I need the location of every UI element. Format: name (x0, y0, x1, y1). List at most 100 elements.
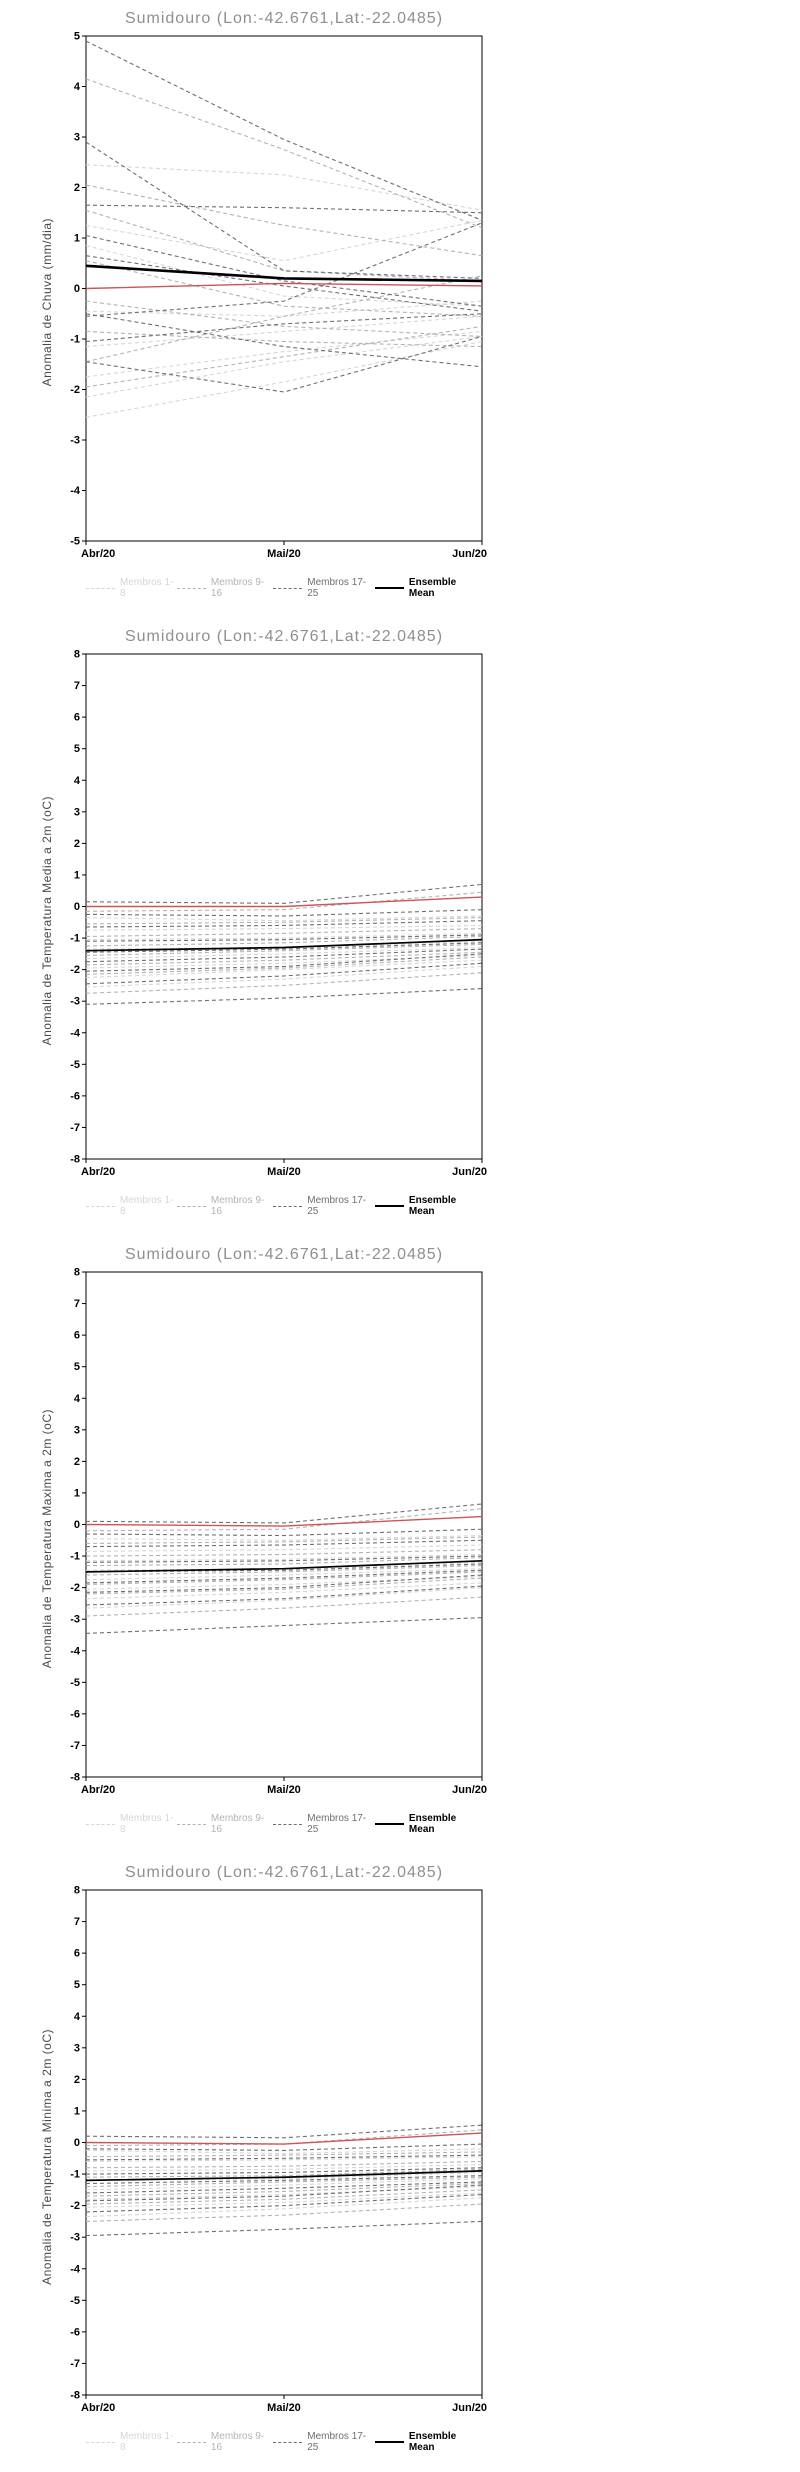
legend-item: Membros 1-8 (86, 2431, 177, 2453)
dashed-line-sample-icon (176, 1205, 206, 1207)
svg-text:1: 1 (74, 233, 80, 245)
y-axis-label: Anomalia de Temperatura Maxima a 2m (oC) (40, 1408, 54, 1669)
dashed-line-sample-icon (273, 1205, 303, 1207)
legend-label: Ensemble Mean (408, 1813, 457, 1835)
legend-item: Membros 17-25 (273, 577, 375, 599)
svg-text:0: 0 (74, 283, 80, 295)
legend-item: Membros 9-16 (176, 1813, 273, 1835)
legend-item: Membros 1-8 (86, 1813, 177, 1835)
svg-text:-3: -3 (70, 2232, 80, 2244)
svg-text:7: 7 (74, 680, 80, 692)
svg-text:-1: -1 (70, 2169, 80, 2181)
svg-text:8: 8 (74, 649, 80, 661)
svg-text:-2: -2 (70, 384, 80, 396)
solid-line-sample-icon (374, 587, 404, 589)
svg-text:Jun/20: Jun/20 (452, 2402, 487, 2414)
svg-text:2: 2 (74, 1456, 80, 1468)
svg-text:2: 2 (74, 2074, 80, 2086)
svg-text:-4: -4 (70, 2263, 81, 2275)
legend-item: Membros 17-25 (273, 2431, 375, 2453)
plot-canvas-temp-media: -8 -7 -6 -5 -4 -3 -2 -1 0 1 2 3 4 5 6 7 8 Abr/20 Mai/20 Jun… (70, 649, 487, 1179)
chart-block-precipitation: Sumidouro (Lon:-42.6761,Lat:-22.0485) An… (0, 0, 800, 618)
svg-text:0: 0 (74, 1519, 80, 1531)
svg-text:-7: -7 (70, 2358, 80, 2370)
plot-canvas-temp-maxima: -8 -7 -6 -5 -4 -3 -2 -1 0 1 2 3 4 5 6 7 8 Abr/20 Mai/20 Jun… (70, 1267, 487, 1797)
svg-text:-4: -4 (70, 1645, 81, 1657)
svg-text:-2: -2 (70, 2200, 80, 2212)
y-axis-label: Anomalia de Temperatura Minima a 2m (oC) (40, 2028, 54, 2285)
svg-text:6: 6 (74, 1330, 80, 1342)
y-axis-label-wrap: Anomalia de Temperatura Minima a 2m (oC) (34, 1884, 60, 2429)
legend-item: Ensemble Mean (374, 1195, 482, 1217)
svg-text:-6: -6 (70, 1090, 80, 1102)
svg-text:1: 1 (74, 2105, 80, 2117)
plot-row: Anomalia de Temperatura Media a 2m (oC) … (34, 648, 800, 1193)
svg-text:7: 7 (74, 1298, 80, 1310)
legend-label: Membros 17-25 (307, 1813, 367, 1835)
svg-text:-2: -2 (70, 1582, 80, 1594)
svg-text:1: 1 (74, 1487, 80, 1499)
legend: Membros 1-8 Membros 9-16 Membros 17-25 E… (86, 1813, 482, 1835)
legend-label: Membros 17-25 (307, 2431, 367, 2453)
legend-label: Membros 17-25 (307, 577, 367, 599)
legend-label: Membros 9-16 (210, 1813, 265, 1835)
svg-text:Jun/20: Jun/20 (452, 1166, 487, 1178)
dashed-line-sample-icon (176, 2441, 206, 2443)
legend-label: Membros 9-16 (210, 577, 265, 599)
svg-text:Abr/20: Abr/20 (81, 548, 115, 560)
legend-label: Membros 1-8 (120, 1813, 174, 1835)
svg-text:-1: -1 (70, 933, 80, 945)
svg-text:0: 0 (74, 2137, 80, 2149)
dashed-line-sample-icon (86, 1205, 115, 1207)
svg-text:6: 6 (74, 1948, 80, 1960)
legend-item: Ensemble Mean (374, 577, 482, 599)
svg-text:8: 8 (74, 1885, 80, 1897)
svg-text:Abr/20: Abr/20 (81, 1784, 115, 1796)
solid-line-sample-icon (374, 1823, 404, 1825)
svg-text:Jun/20: Jun/20 (452, 1784, 487, 1796)
solid-line-sample-icon (374, 1205, 404, 1207)
legend-label: Ensemble Mean (408, 2431, 457, 2453)
svg-text:-5: -5 (70, 1677, 80, 1689)
svg-text:Mai/20: Mai/20 (267, 1166, 301, 1178)
svg-text:-5: -5 (70, 1059, 80, 1071)
dashed-line-sample-icon (176, 587, 206, 589)
svg-text:-3: -3 (70, 1614, 80, 1626)
legend-item: Membros 9-16 (176, 2431, 273, 2453)
svg-text:3: 3 (74, 132, 80, 144)
dashed-line-sample-icon (273, 587, 303, 589)
svg-text:Mai/20: Mai/20 (267, 548, 301, 560)
svg-text:3: 3 (74, 2042, 80, 2054)
svg-text:4: 4 (74, 2011, 81, 2023)
svg-text:Jun/20: Jun/20 (452, 548, 487, 560)
svg-text:-8: -8 (70, 2390, 80, 2402)
legend-item: Ensemble Mean (374, 2431, 482, 2453)
svg-text:Abr/20: Abr/20 (81, 1166, 115, 1178)
chart-title: Sumidouro (Lon:-42.6761,Lat:-22.0485) (124, 1864, 444, 1881)
legend-label: Ensemble Mean (408, 577, 457, 599)
legend: Membros 1-8 Membros 9-16 Membros 17-25 E… (86, 1195, 482, 1217)
svg-text:Mai/20: Mai/20 (267, 2402, 301, 2414)
legend-item: Membros 1-8 (86, 1195, 177, 1217)
y-axis-label-wrap: Anomalia de Temperatura Maxima a 2m (oC) (34, 1266, 60, 1811)
svg-text:4: 4 (74, 775, 81, 787)
y-axis-label-wrap: Anomalia de Temperatura Media a 2m (oC) (34, 648, 60, 1193)
svg-text:1: 1 (74, 869, 80, 881)
dashed-line-sample-icon (86, 1823, 115, 1825)
svg-text:-1: -1 (70, 334, 80, 346)
svg-text:5: 5 (74, 743, 80, 755)
dashed-line-sample-icon (86, 2441, 115, 2443)
svg-text:-7: -7 (70, 1122, 80, 1134)
svg-text:8: 8 (74, 1267, 80, 1279)
svg-text:-6: -6 (70, 2326, 80, 2338)
svg-text:6: 6 (74, 712, 80, 724)
chart-title: Sumidouro (Lon:-42.6761,Lat:-22.0485) (124, 10, 444, 27)
y-axis-label: Anomalia de Temperatura Media a 2m (oC) (40, 795, 54, 1046)
svg-text:5: 5 (74, 1979, 80, 1991)
svg-text:4: 4 (74, 81, 81, 93)
plot-canvas-precipitation: -5 -4 -3 -2 -1 0 1 2 3 4 5 Abr/20 Mai/20 Jun/20 (70, 31, 487, 561)
legend-item: Membros 9-16 (176, 1195, 273, 1217)
legend-label: Membros 1-8 (120, 2431, 174, 2453)
legend: Membros 1-8 Membros 9-16 Membros 17-25 E… (86, 2431, 482, 2453)
